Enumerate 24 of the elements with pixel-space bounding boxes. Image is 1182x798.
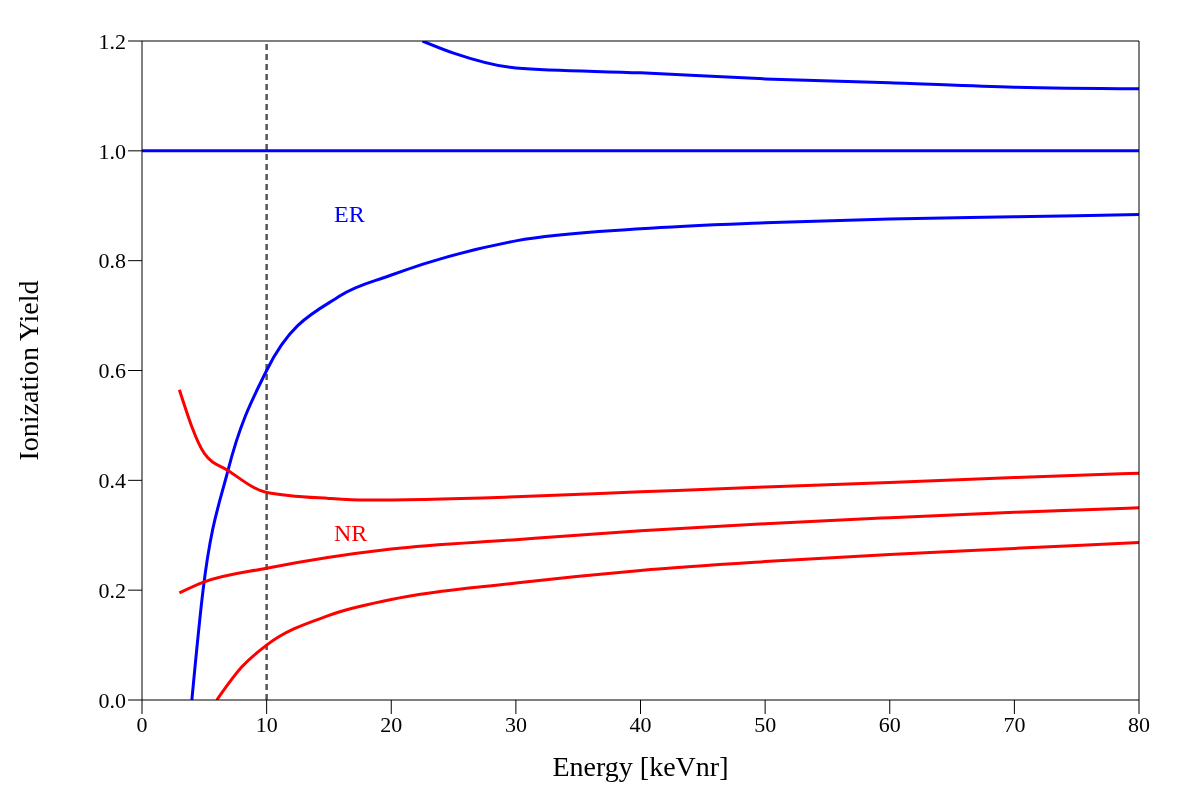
x-tick-label: 80: [1128, 711, 1150, 737]
line-series: [177, 388, 1139, 502]
x-tick-label: 70: [1003, 711, 1026, 737]
y-tick-label: 0.4: [98, 468, 126, 494]
line-series: [177, 506, 1139, 595]
y-tick-label: 0.8: [98, 248, 126, 274]
y-axis-title: Ionization Yield: [12, 280, 44, 461]
line-series: [215, 540, 1139, 700]
x-tick-label: 40: [629, 711, 652, 737]
y-tick-label: 0.0: [98, 687, 126, 713]
x-axis-title: Energy [keVnr]: [552, 751, 729, 782]
annotation: ER: [334, 201, 365, 228]
x-tick-label: 20: [380, 711, 403, 737]
y-tick-label: 0.6: [98, 358, 126, 384]
line-series: [420, 41, 1139, 91]
x-tick-label: 30: [504, 711, 527, 737]
annotation: NR: [334, 520, 368, 547]
x-tick-label: 10: [255, 711, 278, 737]
x-tick-label: 60: [878, 711, 901, 737]
x-tick-label: 50: [754, 711, 777, 737]
y-tick-label: 1.0: [98, 138, 126, 164]
y-tick-label: 0.2: [98, 577, 126, 603]
y-tick-label: 1.2: [98, 28, 126, 54]
x-tick-label: 0: [136, 711, 148, 737]
